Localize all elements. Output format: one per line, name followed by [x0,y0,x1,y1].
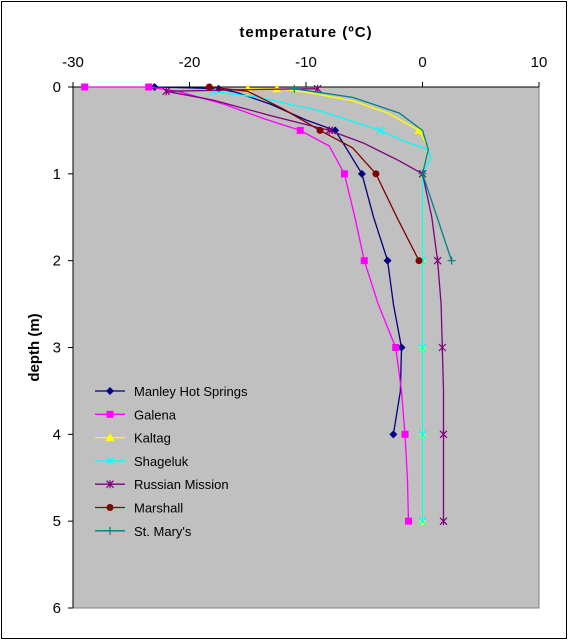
y-tick-label: 5 [53,513,61,530]
data-point-russian-mission [438,343,447,352]
data-point-galena [296,126,304,134]
data-point-marshall [415,257,423,265]
series-st-mary-s [290,84,456,265]
legend-label: St. Mary's [134,524,192,539]
data-point-manley-hot-springs [389,430,398,439]
legend-marker [106,480,114,489]
legend-item-marshall: Marshall [95,501,183,516]
data-point-kaltag [272,84,282,93]
data-point-galena [145,83,153,91]
legend-marker [105,456,115,465]
legend-marker [106,410,114,418]
data-point-russian-mission [433,256,442,265]
data-point-russian-mission [162,87,171,96]
x-tick-label: -10 [295,54,317,71]
legend-marker [106,526,114,535]
series-line-shageluk [212,90,432,522]
legend-marker [106,387,114,395]
y-tick-label: 2 [53,253,61,270]
x-axis-ticks: -30 -20 -10 0 10 [62,54,547,87]
series-line-st-mary-s [294,88,453,261]
legend-label: Galena [134,407,177,422]
data-point-marshall [205,83,213,91]
data-point-manley-hot-springs [397,343,406,352]
data-point-marshall [372,170,380,178]
series-layer [81,83,456,526]
y-tick-label: 6 [53,600,61,617]
data-point-galena [401,430,409,438]
series-marshall [205,83,423,265]
legend-label: Manley Hot Springs [134,384,248,399]
data-point-russian-mission [439,430,448,439]
legend-label: Shageluk [134,454,189,469]
data-point-russian-mission [325,126,334,135]
data-point-manley-hot-springs [357,169,366,178]
x-tick-label: 10 [531,54,548,71]
legend-label: Marshall [134,501,183,516]
data-point-russian-mission [439,517,448,526]
legend-item-galena: Galena [95,407,177,422]
series-line-marshall [209,86,420,261]
data-point-marshall [316,126,324,134]
y-axis-label: depth (m) [26,313,43,381]
legend-item-st-mary-s: St. Mary's [95,524,192,539]
data-point-manley-hot-springs [383,256,392,265]
data-point-shageluk [418,430,427,439]
data-point-galena [81,83,89,91]
y-tick-label: 3 [53,340,61,357]
data-point-kaltag [414,125,424,134]
data-point-st-mary-s [418,169,427,178]
data-point-galena [340,170,348,178]
plot-area [72,86,540,609]
legend-item-shageluk: Shageluk [95,454,189,469]
data-point-shageluk [418,343,427,352]
data-point-st-mary-s [447,256,456,265]
data-point-shageluk [376,126,385,135]
data-point-manley-hot-springs [150,83,159,91]
legend-item-russian-mission: Russian Mission [95,477,229,492]
y-tick-label: 0 [53,79,61,96]
data-point-russian-mission [313,84,322,93]
legend-marker [105,433,115,442]
legend-marker [106,504,114,511]
legend-label: Kaltag [134,431,171,446]
data-point-st-mary-s [290,84,299,93]
data-point-galena [360,257,368,265]
data-point-shageluk [418,517,427,526]
data-point-galena [392,344,400,351]
legend: Manley Hot Springs Galena Kaltag Shageluk Ru… [95,384,248,539]
data-point-galena [405,517,413,525]
y-tick-label: 4 [53,426,61,443]
x-tick-label: -30 [62,54,84,71]
legend-item-manley-hot-springs: Manley Hot Springs [95,384,248,399]
chart-title: temperature (ºC) [239,24,372,41]
y-axis-ticks: 0 1 2 3 4 5 6 [53,79,73,617]
x-tick-label: 0 [418,54,426,71]
legend-label: Russian Mission [134,477,229,492]
legend-item-kaltag: Kaltag [95,431,171,446]
y-tick-label: 1 [53,166,61,183]
x-tick-label: -20 [179,54,201,71]
